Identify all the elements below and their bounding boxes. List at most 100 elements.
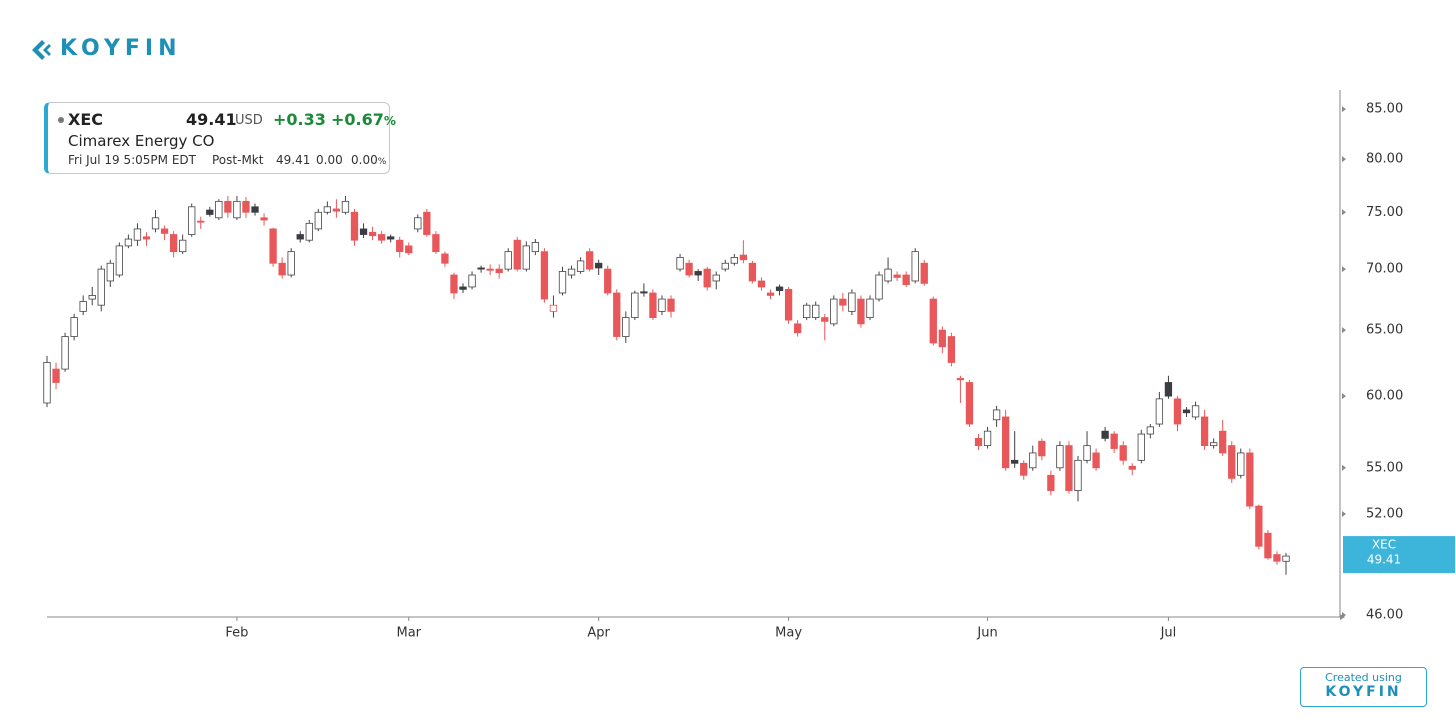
candle-body xyxy=(287,251,295,276)
candle-body xyxy=(359,228,368,235)
candle-body xyxy=(1173,398,1182,425)
candle-body xyxy=(576,260,585,272)
candle-body xyxy=(1101,430,1109,439)
candle-body xyxy=(1011,459,1019,464)
candle-body xyxy=(1047,474,1055,491)
candle-body xyxy=(793,323,802,334)
x-tick-label: Mar xyxy=(396,626,421,641)
candle-body xyxy=(721,262,729,270)
currency: USD xyxy=(235,113,263,128)
logo-text: KOYFIN xyxy=(60,36,182,61)
candle-body xyxy=(368,231,377,237)
candle-body xyxy=(540,251,549,300)
y-tick-label: 60.00 xyxy=(1366,389,1403,404)
candle-body xyxy=(812,304,820,318)
candle-body xyxy=(649,292,657,318)
candle-body xyxy=(739,254,748,261)
candle-body xyxy=(513,239,521,270)
post-change-pct-value: 0.00 xyxy=(351,153,378,167)
y-tick-label: 52.00 xyxy=(1366,506,1403,521)
x-tick-label: Jul xyxy=(1160,626,1177,641)
candle-body xyxy=(911,251,919,282)
last-price-marker xyxy=(1343,536,1455,574)
candle-body xyxy=(260,217,268,221)
y-tick xyxy=(1342,327,1346,334)
candle-body xyxy=(142,236,151,240)
y-tick-label: 75.00 xyxy=(1366,205,1403,220)
quote-time: Fri Jul 19 5:05PM EDT xyxy=(68,153,196,167)
candle-body xyxy=(821,317,829,322)
candle-body xyxy=(558,271,567,294)
candle-body xyxy=(423,211,431,235)
candle-body xyxy=(965,382,974,425)
candle-body xyxy=(396,239,404,253)
y-tick-label: 65.00 xyxy=(1366,323,1403,338)
candle-body xyxy=(52,368,60,383)
candle-body xyxy=(1128,465,1136,470)
candle-body xyxy=(1146,426,1154,435)
candle-body xyxy=(929,298,937,344)
candle-body xyxy=(61,336,69,370)
credit-badge: Created using KOYFIN xyxy=(1300,667,1427,707)
candle-body xyxy=(124,238,133,247)
candle-body xyxy=(160,228,169,234)
candle-body xyxy=(694,271,702,276)
candle-body xyxy=(567,268,576,276)
candle-body xyxy=(278,262,286,276)
candle-body xyxy=(1001,416,1010,469)
candle-body xyxy=(1191,405,1200,418)
candle-body xyxy=(902,274,910,285)
candle-body xyxy=(495,268,503,274)
y-tick xyxy=(1342,156,1346,163)
candle-body xyxy=(405,245,413,254)
candle-body xyxy=(441,253,449,264)
x-tick-label: Apr xyxy=(587,626,610,641)
candle-body xyxy=(350,211,359,241)
candle-body xyxy=(1056,445,1064,469)
candle-body xyxy=(224,200,232,213)
price: 49.41 xyxy=(186,110,237,129)
candle-body xyxy=(622,317,630,337)
candle-body xyxy=(875,274,883,300)
candle-body xyxy=(1182,409,1191,414)
candle-body xyxy=(1083,445,1091,461)
candle-body xyxy=(88,295,96,300)
y-tick xyxy=(1342,612,1346,618)
candle-body xyxy=(459,286,467,290)
change: +0.33 xyxy=(273,110,326,129)
candle-body xyxy=(947,336,956,363)
x-tick-label: May xyxy=(775,626,802,641)
candle-body xyxy=(1282,555,1290,562)
candle-body xyxy=(712,274,720,282)
candle-body xyxy=(667,298,675,312)
candle-body xyxy=(803,304,811,318)
candle-body xyxy=(1219,430,1227,454)
y-tick xyxy=(1342,209,1346,216)
logo-icon xyxy=(32,40,51,60)
candle-body xyxy=(938,329,946,348)
candle-body xyxy=(613,292,621,337)
candle-body xyxy=(757,280,766,288)
candle-body xyxy=(1137,433,1145,461)
candle-body xyxy=(1255,505,1263,547)
candle-body xyxy=(893,274,901,278)
candle-body xyxy=(106,262,114,282)
y-tick xyxy=(1342,510,1346,517)
candle-body xyxy=(332,208,341,212)
candle-body xyxy=(585,251,594,270)
candle-body xyxy=(640,291,648,294)
candle-body xyxy=(766,292,775,296)
candle-body xyxy=(242,200,250,213)
last-price-value: 49.41 xyxy=(1367,553,1401,567)
candle-body xyxy=(504,251,512,270)
candle-body xyxy=(414,217,422,230)
credit-text: Created using xyxy=(1325,671,1402,684)
candle-body xyxy=(188,206,196,235)
candle-body xyxy=(866,298,874,318)
candle-body xyxy=(1110,433,1118,449)
candle-body xyxy=(233,200,241,219)
post-change: 0.00 xyxy=(316,153,343,167)
candle-body xyxy=(314,211,322,230)
